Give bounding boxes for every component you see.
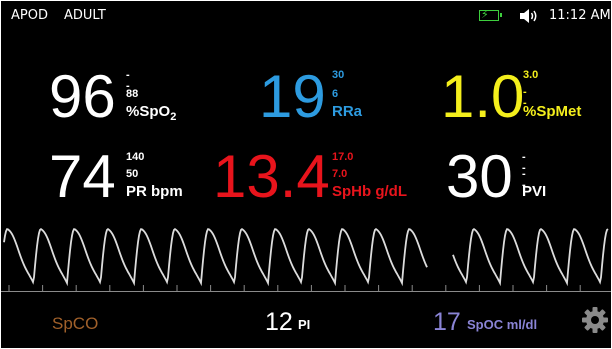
pleth-trace [3,227,428,287]
mode-apod[interactable]: APOD [11,8,48,23]
spmet-lower-limit: -- [523,86,527,109]
pvi-upper-limit: -- [522,151,526,174]
spco-button[interactable]: SpCO [52,314,99,333]
spo2-lower-limit: 88 [126,88,139,100]
pleth-waveform [3,227,609,291]
sphb-upper-limit: 17.0 [332,151,354,163]
pr-lower-limit: 50 [126,168,139,180]
pi-label: PI [298,317,311,332]
spoc-value[interactable]: 17 [433,308,461,336]
spo2-label: %SpO2 [126,103,177,123]
pvi-label: PVI [522,183,547,200]
spmet-label: %SpMet [523,103,582,120]
rra-value: 19 [259,63,326,130]
spoc-label: SpOC ml/dl [467,317,538,332]
pr-upper-limit: 140 [126,151,145,163]
battery-charging-icon: ⚡ [479,8,502,21]
pvi-lower-limit: -- [522,168,526,191]
mode-adult[interactable]: ADULT [64,8,106,23]
speaker-icon[interactable] [518,7,540,25]
waveform-baseline [1,291,611,292]
pr-label: PR bpm [126,183,183,200]
rra-lower-limit: 6 [332,88,339,100]
rra-upper-limit: 30 [332,69,345,81]
pleth-trace [452,227,609,287]
pi-value[interactable]: 12 [265,308,293,336]
bottom-parameter-bar: SpCO 12 PI 17 SpOC ml/dl [1,293,611,348]
clock-time: 11:12 AM [549,8,611,23]
spo2-upper-limit: -- [126,69,130,92]
spo2-value: 96 [49,63,116,130]
spmet-upper-limit: 3.0 [523,69,539,81]
sphb-label: SpHb g/dL [332,183,407,200]
sphb-lower-limit: 7.0 [332,168,348,180]
gear-icon[interactable] [581,306,609,334]
pr-value: 74 [49,143,116,210]
pvi-value: 30 [446,143,513,210]
status-bar: APOD ADULT ⚡ 11:12 AM [1,1,611,31]
rra-label: RRa [332,103,363,120]
spmet-value: 1.0 [441,63,525,130]
sphb-value: 13.4 [213,143,330,210]
